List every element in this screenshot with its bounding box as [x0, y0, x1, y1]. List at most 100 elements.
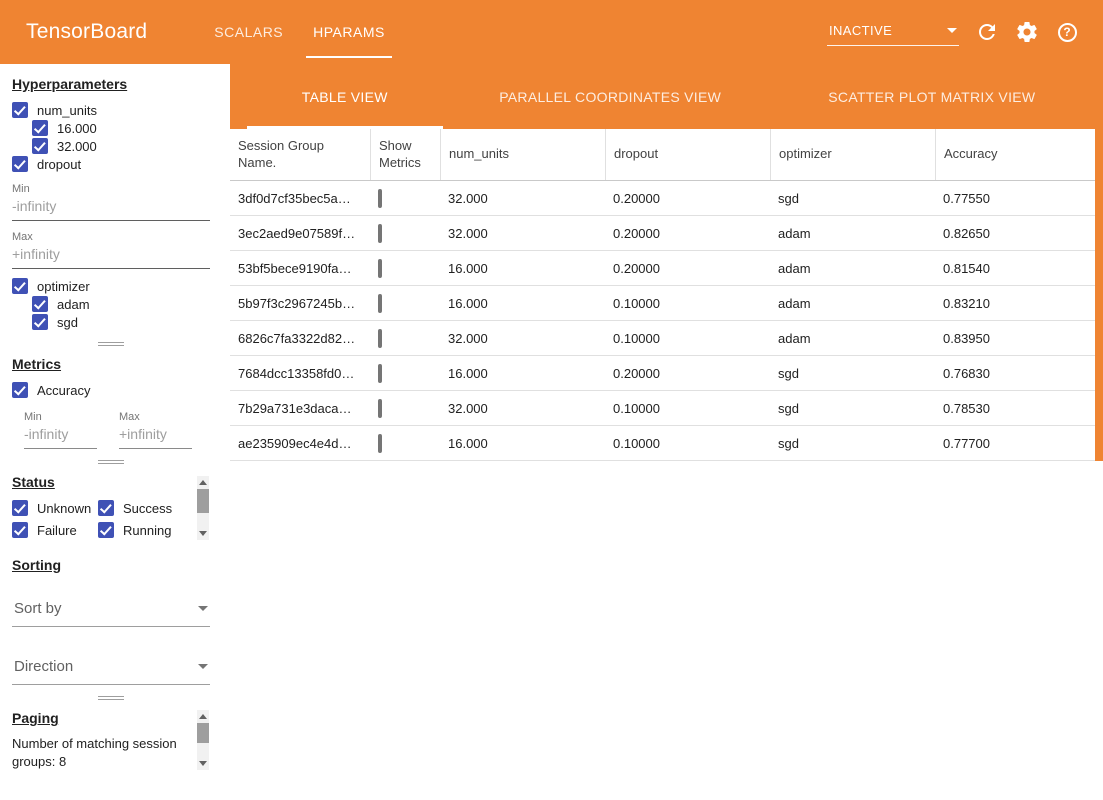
max-label: Max [12, 231, 33, 243]
table-row: 3ec2aed9e07589f… 32.000 0.20000 adam 0.8… [230, 216, 1103, 251]
paging-heading: Paging [12, 710, 59, 726]
dropout-cell: 0.10000 [613, 400, 660, 416]
dropout-min-input[interactable] [12, 195, 210, 221]
checkbox-icon [12, 156, 28, 172]
show-metrics-checkbox[interactable] [378, 363, 382, 383]
scrollbar-thumb[interactable] [197, 489, 209, 513]
checkbox-optimizer-sgd[interactable]: sgd [32, 313, 210, 331]
checkbox-label: num_units [37, 102, 97, 118]
section-resize-handle[interactable] [98, 696, 124, 700]
checkbox-label: adam [57, 296, 90, 312]
help-icon[interactable]: ? [1055, 20, 1079, 44]
optimizer-cell: adam [778, 295, 811, 311]
col-show-metrics: Show Metrics [370, 129, 440, 180]
tab-hparams[interactable]: HPARAMS [298, 0, 400, 64]
checkbox-icon [12, 522, 28, 538]
accuracy-cell: 0.81540 [943, 260, 990, 276]
metric-max-field: Max [119, 411, 192, 449]
checkbox-label: Failure [37, 522, 77, 538]
metric-min-input[interactable] [24, 423, 97, 449]
scroll-up-icon[interactable] [199, 480, 207, 485]
main-content: TABLE VIEW PARALLEL COORDINATES VIEW SCA… [230, 64, 1103, 800]
scroll-down-icon[interactable] [199, 761, 207, 766]
show-metrics-checkbox[interactable] [378, 433, 382, 453]
sort-by-select[interactable]: Sort by [12, 595, 210, 627]
direction-select[interactable]: Direction [12, 653, 210, 685]
sort-by-label: Sort by [14, 600, 62, 617]
status-heading: Status [12, 474, 55, 490]
tab-table-view[interactable]: TABLE VIEW [230, 64, 460, 129]
dropout-min-field: Min [12, 183, 210, 221]
section-resize-handle[interactable] [98, 342, 124, 346]
topbar-tabs: SCALARS HPARAMS [199, 0, 400, 64]
gear-icon[interactable] [1015, 20, 1039, 44]
checkbox-label: Accuracy [37, 382, 91, 398]
min-label: Min [24, 411, 42, 423]
min-label: Min [12, 183, 30, 195]
sessions-table: Session Group Name. Show Metrics num_uni… [230, 129, 1103, 461]
table-row: 3df0d7cf35bec5a… 32.000 0.20000 sgd 0.77… [230, 181, 1103, 216]
optimizer-cell: adam [778, 225, 811, 241]
session-group-name: 53bf5bece9190fa… [238, 260, 352, 276]
table-row: ae235909ec4e4d… 16.000 0.10000 sgd 0.777… [230, 426, 1103, 461]
dropout-cell: 0.20000 [613, 365, 660, 381]
refresh-icon[interactable] [975, 20, 999, 44]
checkbox-label: 16.000 [57, 120, 97, 136]
checkbox-status-running[interactable]: Running [98, 521, 171, 539]
session-group-name: ae235909ec4e4d… [238, 435, 352, 451]
checkbox-status-success[interactable]: Success [98, 499, 172, 517]
sorting-section: Sorting Sort by Direction [0, 557, 222, 685]
show-metrics-checkbox[interactable] [378, 188, 382, 208]
checkbox-icon [12, 382, 28, 398]
checkbox-num-units-32[interactable]: 32.000 [32, 137, 210, 155]
metrics-minmax: Min Max [24, 401, 210, 449]
optimizer-cell: adam [778, 260, 811, 276]
checkbox-icon [32, 120, 48, 136]
tab-scatter-plot-matrix-view[interactable]: SCATTER PLOT MATRIX VIEW [828, 88, 1036, 105]
checkbox-accuracy[interactable]: Accuracy [12, 381, 210, 399]
scroll-down-icon[interactable] [199, 531, 207, 536]
metric-min-field: Min [24, 411, 97, 449]
dropout-cell: 0.10000 [613, 435, 660, 451]
checkbox-num-units[interactable]: num_units [12, 101, 210, 119]
checkbox-status-failure[interactable]: Failure [12, 521, 98, 539]
show-metrics-checkbox[interactable] [378, 223, 382, 243]
metric-max-input[interactable] [119, 423, 192, 449]
direction-label: Direction [14, 658, 74, 675]
show-metrics-checkbox[interactable] [378, 398, 382, 418]
checkbox-icon [12, 102, 28, 118]
dropout-max-input[interactable] [12, 243, 210, 269]
tab-parallel-coordinates-view[interactable]: PARALLEL COORDINATES VIEW [499, 88, 722, 105]
checkbox-label: Running [123, 522, 172, 538]
optimizer-cell: adam [778, 330, 811, 346]
scroll-up-icon[interactable] [199, 714, 207, 719]
show-metrics-checkbox[interactable] [378, 258, 382, 278]
reload-status-select[interactable]: INACTIVE [827, 19, 959, 46]
chevron-down-icon [198, 664, 208, 669]
checkbox-icon [12, 500, 28, 516]
checkbox-icon [32, 314, 48, 330]
chevron-down-icon [198, 606, 208, 611]
col-accuracy: Accuracy [935, 129, 1103, 180]
checkbox-icon [32, 296, 48, 312]
sidebar-gutter [222, 64, 230, 800]
scrollbar-thumb[interactable] [197, 723, 209, 743]
checkbox-dropout[interactable]: dropout [12, 155, 210, 173]
checkbox-status-unknown[interactable]: Unknown [12, 499, 98, 517]
paging-scrollbar[interactable] [197, 710, 209, 770]
checkbox-optimizer-adam[interactable]: adam [32, 295, 210, 313]
app-title: TensorBoard [26, 20, 148, 43]
num-units-cell: 16.000 [448, 365, 488, 381]
checkbox-icon [98, 522, 114, 538]
checkbox-num-units-16[interactable]: 16.000 [32, 119, 210, 137]
status-section: Status Unknown Success Failure Running [0, 474, 222, 543]
paging-summary: Number of matching session groups: 8 [12, 736, 177, 769]
show-metrics-checkbox[interactable] [378, 293, 382, 313]
accuracy-cell: 0.76830 [943, 365, 990, 381]
show-metrics-checkbox[interactable] [378, 328, 382, 348]
checkbox-optimizer[interactable]: optimizer [12, 277, 210, 295]
status-scrollbar[interactable] [197, 476, 209, 540]
tab-scalars[interactable]: SCALARS [214, 24, 284, 40]
optimizer-cell: sgd [778, 190, 799, 206]
section-resize-handle[interactable] [98, 460, 124, 464]
